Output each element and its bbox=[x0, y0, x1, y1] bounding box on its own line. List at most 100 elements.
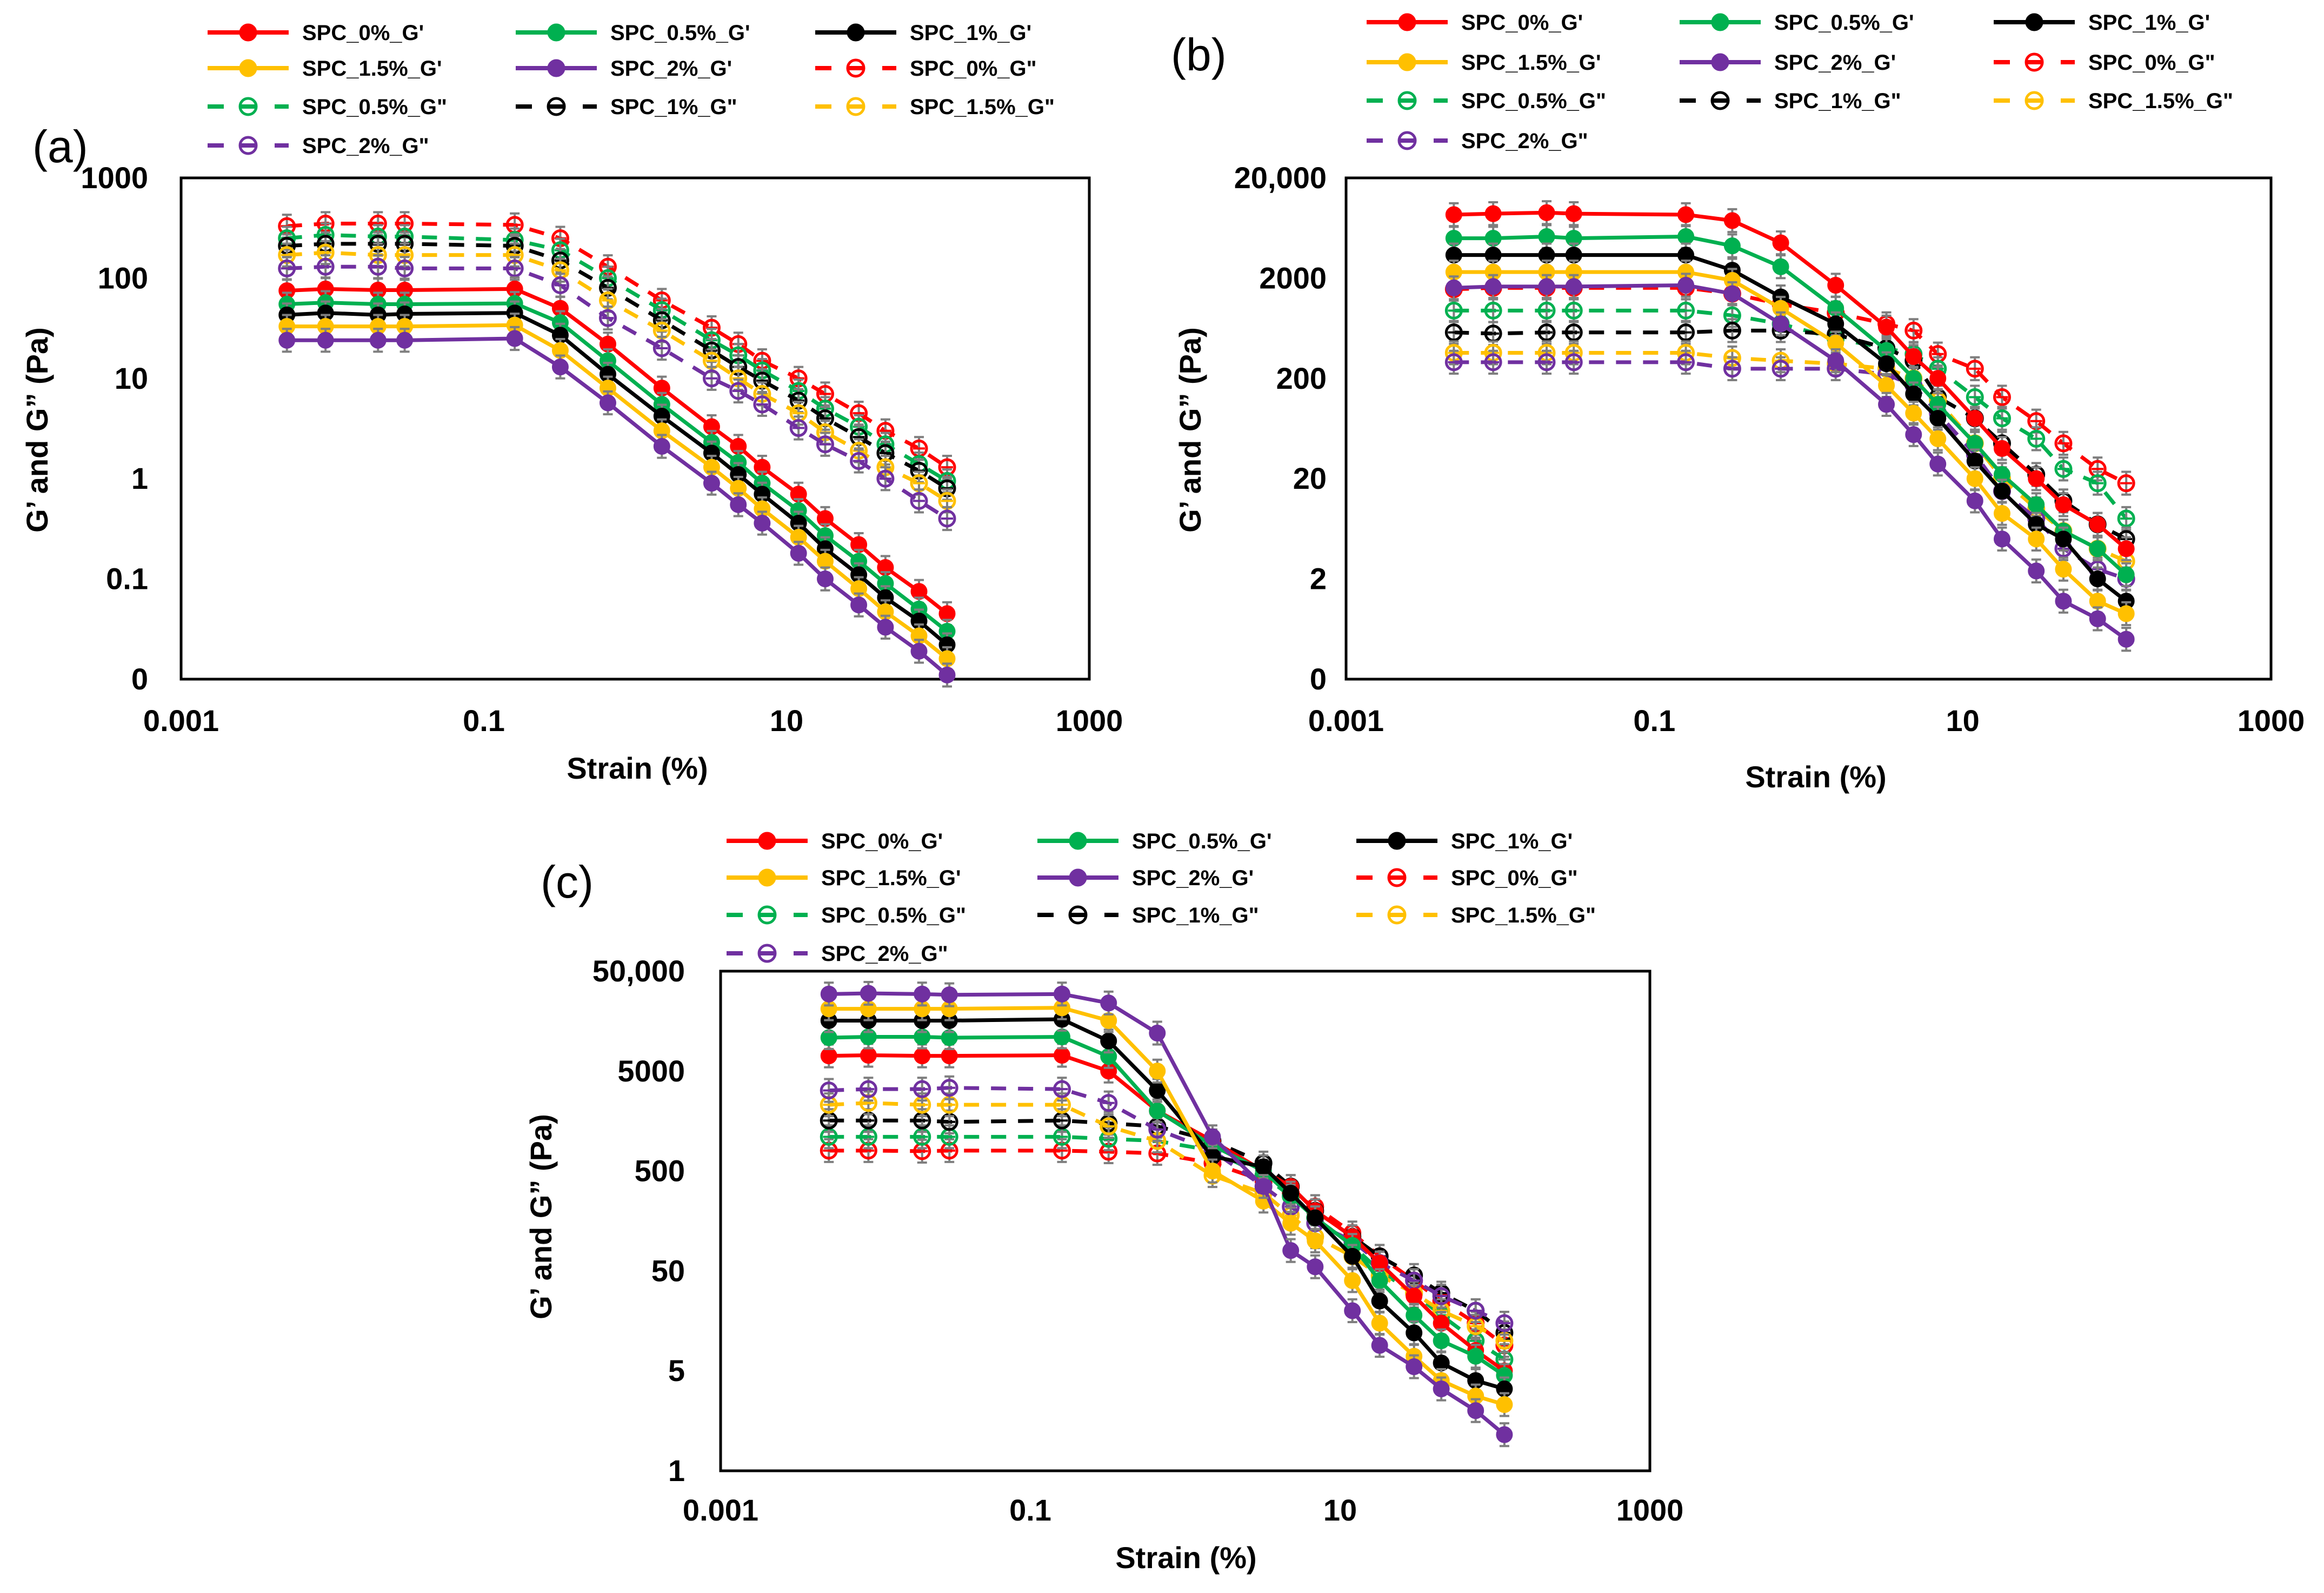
data-point bbox=[2117, 605, 2135, 622]
legend-item: SPC_0.5%_G" bbox=[727, 904, 966, 927]
legend-marker-icon bbox=[757, 905, 777, 925]
x-tick-label: 0.1 bbox=[463, 703, 505, 738]
data-point bbox=[369, 257, 387, 276]
legend: SPC_0%_G' SPC_0.5%_G' SPC_1%_G' SPC_1.5%_G'… bbox=[208, 21, 1055, 158]
data-point bbox=[877, 619, 894, 636]
data-point bbox=[941, 1047, 958, 1065]
data-point bbox=[396, 331, 414, 349]
data-point bbox=[1827, 276, 1844, 294]
data-point bbox=[1538, 278, 1555, 295]
data-point bbox=[1307, 1209, 1324, 1226]
y-tick-label: 0.1 bbox=[106, 562, 148, 596]
data-point bbox=[1677, 206, 1695, 223]
legend-item: SPC_1%_G' bbox=[1994, 11, 2210, 35]
data-point bbox=[754, 514, 771, 532]
legend-marker-icon bbox=[846, 97, 865, 116]
legend-marker-icon bbox=[238, 136, 258, 155]
legend-label: SPC_1%_G" bbox=[610, 95, 737, 119]
data-point bbox=[652, 339, 671, 357]
data-point bbox=[1371, 1337, 1388, 1354]
legend-marker-icon bbox=[239, 59, 257, 77]
legend-label: SPC_1%_G" bbox=[1774, 89, 1901, 113]
data-point bbox=[1677, 228, 1695, 245]
data-point bbox=[506, 330, 523, 347]
data-point bbox=[1966, 470, 1983, 487]
data-point bbox=[551, 359, 569, 376]
data-point bbox=[2028, 562, 2045, 580]
data-point bbox=[1565, 205, 1582, 222]
data-point bbox=[1878, 377, 1895, 394]
data-point bbox=[1905, 426, 1922, 443]
data-point bbox=[1677, 353, 1695, 371]
data-point bbox=[1929, 370, 1947, 387]
data-point bbox=[789, 419, 808, 437]
data-point bbox=[1537, 323, 1556, 342]
data-point bbox=[1878, 396, 1895, 413]
legend-item: SPC_1%_G" bbox=[1680, 89, 1901, 113]
data-point bbox=[1878, 318, 1895, 336]
data-point bbox=[2055, 496, 2072, 513]
data-point bbox=[1282, 1242, 1300, 1259]
data-point bbox=[914, 1047, 931, 1065]
series-line bbox=[829, 1101, 1506, 1343]
legend-label: SPC_0%_G" bbox=[1451, 866, 1578, 890]
legend-item: SPC_2%_G' bbox=[1680, 51, 1896, 75]
data-point bbox=[1723, 237, 1741, 255]
legend-item: SPC_0.5%_G" bbox=[1367, 89, 1606, 113]
y-tick-label: 0 bbox=[131, 662, 148, 696]
data-point bbox=[1484, 301, 1502, 320]
legend-marker-icon bbox=[1398, 13, 1416, 31]
data-point bbox=[1344, 1247, 1361, 1265]
legend-item: SPC_1.5%_G" bbox=[1356, 904, 1596, 927]
data-point bbox=[1444, 323, 1463, 342]
legend-item: SPC_0%_G" bbox=[1994, 51, 2215, 75]
x-tick-label: 10 bbox=[1323, 1493, 1357, 1527]
data-point bbox=[1827, 315, 1844, 333]
x-tick-label: 0.001 bbox=[683, 1493, 758, 1527]
data-point bbox=[1371, 1272, 1388, 1289]
legend-label: SPC_0.5%_G' bbox=[610, 21, 750, 45]
chart-panel-b: (b) 0 2 20 200 2000 20,000 0.001 0.1 10 1000 Strain… bbox=[1171, 11, 2305, 794]
legend-marker-icon bbox=[1387, 868, 1407, 887]
data-point bbox=[938, 666, 956, 683]
legend-marker-icon bbox=[847, 23, 865, 42]
chart-panel-c: (c) 1 5 50 500 5000 50,000 0.001 0.1 10 1000 Strain… bbox=[524, 829, 1683, 1575]
data-point bbox=[1966, 360, 1984, 378]
data-point bbox=[1723, 212, 1741, 229]
data-point bbox=[369, 331, 387, 349]
data-point bbox=[938, 509, 956, 528]
legend-marker-icon bbox=[1398, 53, 1416, 71]
y-tick-label: 50,000 bbox=[592, 954, 685, 988]
data-point bbox=[1255, 1178, 1272, 1195]
data-point bbox=[2089, 516, 2106, 533]
legend-item: SPC_0.5%_G' bbox=[1680, 11, 1914, 35]
y-tick-label: 20 bbox=[1293, 461, 1327, 495]
data-point bbox=[2117, 474, 2135, 493]
y-axis-title: G’ and G” (Pa) bbox=[524, 1114, 558, 1319]
legend-item: SPC_2%_G' bbox=[516, 57, 732, 81]
panel-label: (a) bbox=[32, 121, 88, 172]
data-point bbox=[1282, 1185, 1300, 1202]
y-tick-label: 50 bbox=[651, 1253, 685, 1287]
chart-panel-a: (a) 0 0.1 1 10 100 1000 0.001 0.1 10 1000 Strain (%… bbox=[20, 21, 1123, 785]
data-point bbox=[2117, 566, 2135, 583]
legend-item: SPC_1.5%_G' bbox=[1367, 51, 1601, 75]
legend-label: SPC_1.5%_G" bbox=[1451, 904, 1596, 927]
data-point bbox=[1053, 985, 1070, 1003]
legend-item: SPC_0.5%_G' bbox=[1037, 829, 1272, 853]
data-point bbox=[396, 259, 414, 277]
data-point bbox=[816, 435, 834, 454]
legend-label: SPC_0%_G' bbox=[821, 829, 943, 853]
x-tick-label: 0.1 bbox=[1009, 1493, 1051, 1527]
data-point bbox=[816, 570, 834, 588]
data-point bbox=[820, 1047, 837, 1065]
legend-item: SPC_1.5%_G' bbox=[208, 57, 442, 81]
y-tick-label: 0 bbox=[1310, 662, 1327, 696]
data-point bbox=[2054, 434, 2073, 453]
data-point bbox=[860, 985, 877, 1002]
data-point bbox=[703, 475, 720, 492]
legend-label: SPC_0.5%_G" bbox=[1461, 89, 1606, 113]
data-point bbox=[1878, 355, 1895, 373]
legend-marker-icon bbox=[2025, 91, 2044, 110]
